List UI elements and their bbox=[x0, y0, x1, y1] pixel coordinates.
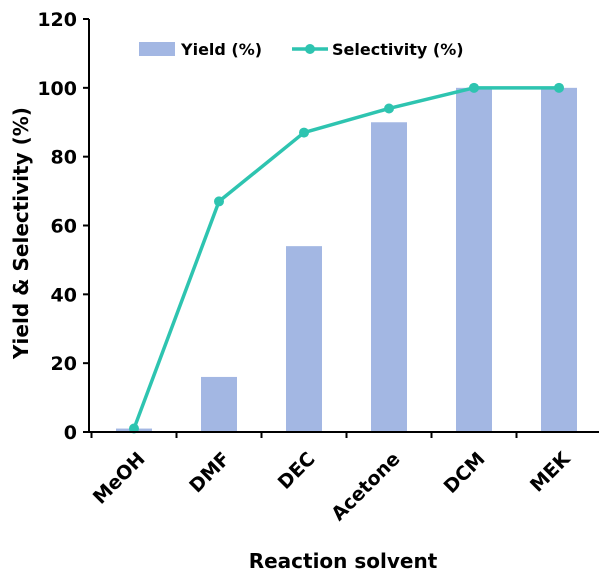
y-tick-label: 80 bbox=[51, 147, 77, 169]
x-tick-label-dec: DEC bbox=[274, 448, 320, 494]
x-tick-label-mek: MEK bbox=[526, 447, 575, 496]
selectivity-line bbox=[132, 86, 559, 430]
selectivity-point-acetone bbox=[384, 103, 394, 114]
y-tick-label: 60 bbox=[51, 216, 77, 238]
x-ticks: MeOH DMF DEC Acetone DCM MEK bbox=[89, 432, 575, 525]
x-tick-label-meoh: MeOH bbox=[89, 448, 150, 509]
bar-yield-dmf bbox=[201, 376, 237, 432]
legend-label-yield: Yield (%) bbox=[180, 40, 262, 59]
legend-swatch-yield bbox=[139, 42, 175, 56]
axes bbox=[88, 19, 599, 433]
y-tick-label: 120 bbox=[37, 9, 77, 31]
y-ticks: 0 20 40 60 80 100 120 bbox=[37, 9, 89, 444]
legend: Yield (%) Selectivity (%) bbox=[139, 40, 464, 59]
x-axis-title: Reaction solvent bbox=[249, 549, 438, 573]
y-axis-title: Yield & Selectivity (%) bbox=[9, 107, 33, 360]
bar-yield-dcm bbox=[456, 87, 492, 432]
legend-label-selectivity: Selectivity (%) bbox=[332, 40, 464, 59]
bar-yield-dec bbox=[286, 246, 322, 432]
y-tick-label: 0 bbox=[64, 422, 77, 444]
bar-yield-acetone bbox=[371, 122, 407, 432]
selectivity-point-mek bbox=[554, 82, 564, 93]
x-tick-label-acetone: Acetone bbox=[327, 448, 404, 525]
selectivity-line-layer bbox=[129, 82, 564, 434]
selectivity-point-dmf bbox=[214, 196, 224, 207]
x-tick-label-dmf: DMF bbox=[185, 448, 234, 497]
legend-marker-selectivity bbox=[305, 44, 315, 54]
y-tick-label: 100 bbox=[37, 78, 77, 100]
y-tick-label: 20 bbox=[51, 353, 77, 375]
x-tick-label-dcm: DCM bbox=[440, 448, 490, 498]
selectivity-point-dec bbox=[299, 127, 309, 138]
yield-bars bbox=[116, 87, 577, 432]
y-tick-label: 40 bbox=[51, 284, 77, 306]
bar-yield-mek bbox=[541, 87, 577, 432]
selectivity-point-dcm bbox=[469, 82, 479, 93]
